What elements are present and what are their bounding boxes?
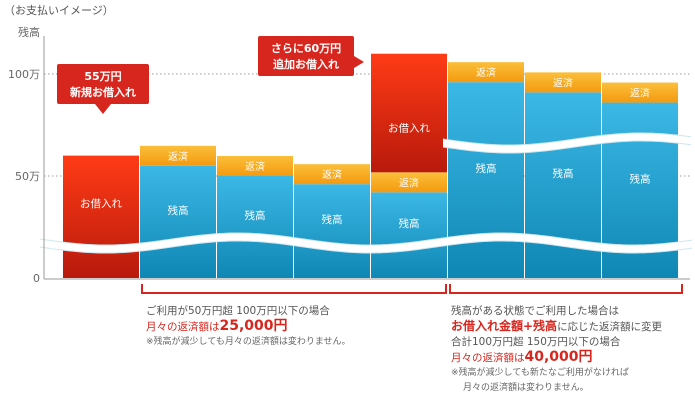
bar-repay (217, 156, 293, 176)
bar-repay-label: 返済 (245, 160, 265, 173)
note-right-line2: お借入れ金額+残高に応じた返済額に変更 (451, 319, 662, 335)
bar-balance (448, 82, 524, 278)
note-left-amount: 25,000円 (219, 318, 288, 334)
bar-repay-label: 返済 (476, 66, 496, 79)
bar-repay (525, 72, 601, 93)
bar-borrow-label: お借入れ (80, 198, 122, 210)
note-right: 残高がある状態でご利用した場合は お借入れ金額+残高に応じた返済額に変更 合計1… (451, 304, 662, 396)
note-right-line5: ※残高が減少しても新たなご利用がなければ (451, 368, 629, 378)
note-right-line6: 月々の返済額は変わりません。 (463, 383, 589, 393)
note-left-line3: ※残高が減少しても月々の返済額は変わりません。 (146, 337, 351, 347)
note-right-amount: 40,000円 (524, 349, 593, 365)
bar-balance-label: 残高 (168, 204, 189, 217)
bracket-left (141, 284, 447, 294)
bar-repay (140, 145, 216, 166)
axis-break-wave-upper-edge (442, 132, 692, 146)
note-right-line4: 月々の返済額は40,000円 (451, 350, 662, 366)
axis-break-wave-upper-edge (442, 140, 692, 154)
bar-balance-label: 残高 (245, 209, 266, 222)
bar-repay-label: 返済 (399, 176, 419, 189)
callout-additional-borrow-line2: 追加お借入れ (273, 57, 339, 71)
axis-break-wave-edge (39, 232, 693, 246)
bar-repay-label: 返済 (322, 168, 342, 181)
axis-break-wave-edge (39, 240, 693, 254)
callout-additional-borrow-box (258, 36, 354, 76)
bar-balance-label: 残高 (553, 167, 574, 180)
bar-repay-label: 返済 (168, 150, 188, 163)
y-tick-label: 50万 (15, 170, 40, 183)
bar-repay (294, 164, 370, 185)
note-left-line2-pre: 月々の返済額は (146, 321, 220, 333)
note-left: ご利用が50万円超 100万円以下の場合 月々の返済額は25,000円 ※残高が… (146, 304, 351, 350)
bar-balance-label: 残高 (399, 217, 420, 230)
bar-additional-borrow (371, 53, 447, 173)
note-left-line2: 月々の返済額は25,000円 (146, 319, 351, 335)
bar-balance (294, 184, 370, 278)
callout-new-borrow-pointer (95, 104, 111, 114)
callout-additional-borrow-pointer (354, 56, 364, 68)
y-axis-label: 残高 (18, 25, 40, 39)
callout-new-borrow-line2: 新規お借入れ (70, 85, 136, 99)
bar-repay (602, 82, 678, 103)
bar-borrow (63, 155, 139, 278)
bar-additional-borrow-label: お借入れ (388, 123, 430, 135)
y-tick-label: 100万 (8, 68, 40, 81)
note-left-line1: ご利用が50万円超 100万円以下の場合 (146, 305, 330, 317)
bar-balance-label: 残高 (630, 172, 651, 185)
chart-caption: （お支払いイメージ） (4, 4, 114, 17)
note-right-line2-rest: に応じた返済額に変更 (557, 321, 663, 333)
y-tick-label: 0 (33, 272, 40, 285)
bar-balance-label: 残高 (322, 213, 343, 226)
axis-break-wave-upper (443, 133, 691, 153)
callout-new-borrow-line1: 55万円 (84, 70, 121, 83)
bracket-right (449, 284, 683, 294)
callout-additional-borrow-line1: さらに60万円 (271, 42, 341, 55)
note-right-line1: 残高がある状態でご利用した場合は (451, 305, 619, 317)
bar-repay-label: 返済 (553, 76, 573, 89)
bar-balance-label: 残高 (476, 162, 497, 175)
note-right-line3: 合計100万円超 150万円以下の場合 (451, 336, 621, 348)
callout-new-borrow-box (57, 64, 149, 104)
bar-repay-label: 返済 (630, 87, 650, 100)
bar-repay (371, 172, 447, 193)
note-right-line4-pre: 月々の返済額は (451, 352, 525, 364)
bar-repay (448, 62, 524, 83)
axis-break-wave (40, 233, 692, 253)
bar-balance (140, 165, 216, 278)
bar-balance (217, 176, 293, 278)
bar-balance (371, 192, 447, 278)
note-right-highlight: お借入れ金額+残高 (451, 319, 558, 333)
